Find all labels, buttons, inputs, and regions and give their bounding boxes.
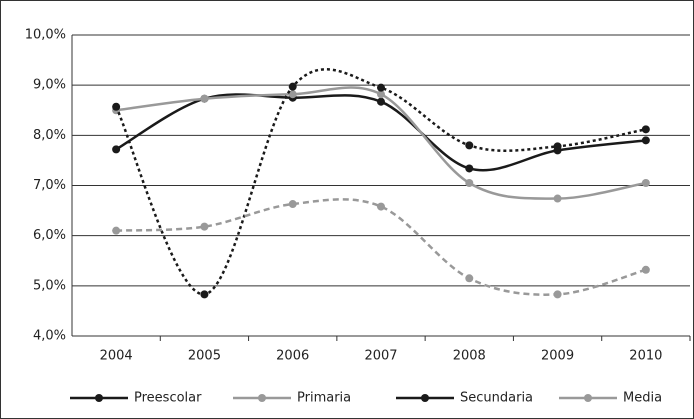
legend-marker	[421, 394, 429, 402]
point	[377, 202, 385, 211]
point	[641, 136, 650, 145]
x-tick-label: 2007	[364, 349, 397, 364]
point	[465, 141, 474, 150]
point	[641, 178, 650, 187]
y-tick-label: 4,0%	[33, 329, 66, 344]
legend-label: Primaria	[297, 391, 351, 406]
point	[200, 222, 209, 231]
x-tick-label: 2005	[188, 349, 221, 364]
series-line	[115, 68, 647, 296]
legend-marker	[258, 394, 266, 402]
x-tick-label: 2008	[453, 349, 486, 364]
point	[553, 142, 562, 151]
legend-label: Secundaria	[460, 391, 533, 406]
series-line	[115, 93, 646, 172]
x-tick-label: 2010	[629, 349, 662, 364]
point	[377, 83, 385, 92]
point	[112, 102, 121, 111]
legend-marker	[584, 394, 592, 402]
point	[465, 164, 474, 173]
x-tick-label: 2009	[541, 349, 574, 364]
series-line	[116, 198, 647, 296]
point	[553, 290, 562, 299]
y-tick-label: 7,0%	[33, 178, 66, 193]
point	[553, 194, 562, 203]
point	[288, 200, 297, 209]
point	[377, 90, 385, 99]
y-tick-label: 10,0%	[25, 28, 66, 43]
point	[641, 125, 650, 134]
legend-marker	[95, 394, 103, 402]
point	[641, 265, 650, 274]
y-tick-label: 9,0%	[33, 78, 66, 93]
legend-label: Media	[623, 391, 662, 406]
point	[377, 97, 385, 106]
y-tick-label: 8,0%	[33, 128, 66, 143]
y-tick-label: 6,0%	[33, 228, 66, 243]
point	[112, 145, 121, 154]
point	[288, 82, 297, 91]
legend-label: Preescolar	[134, 391, 202, 406]
point	[200, 94, 209, 103]
y-tick-label: 5,0%	[33, 278, 66, 293]
x-tick-label: 2006	[276, 349, 309, 364]
point	[288, 90, 297, 99]
point	[465, 178, 474, 187]
point	[112, 226, 121, 235]
point	[465, 274, 474, 283]
point	[200, 290, 209, 299]
x-tick-label: 2004	[100, 349, 133, 364]
